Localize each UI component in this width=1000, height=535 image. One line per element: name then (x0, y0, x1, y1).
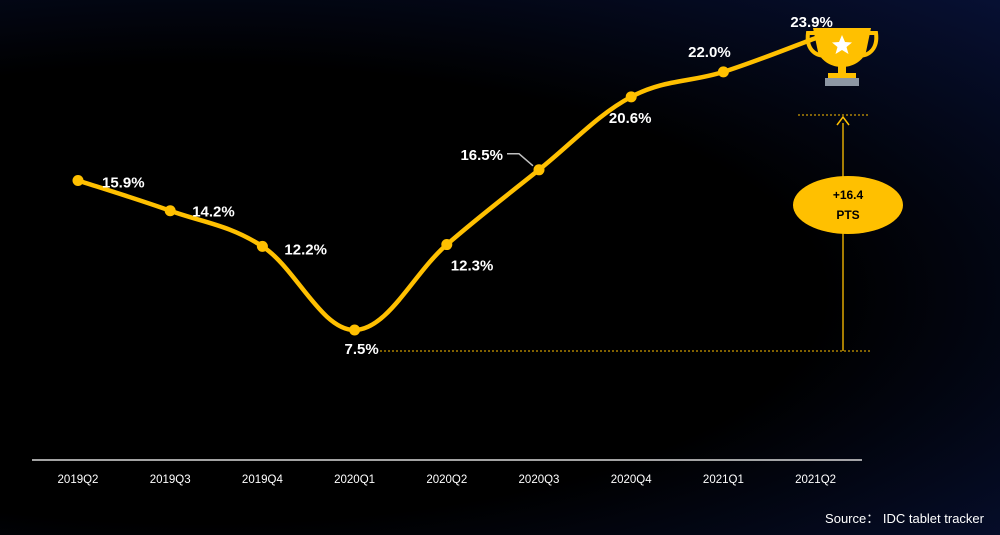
data-point-2020Q4 (625, 91, 637, 103)
data-label-2019Q2: 15.9% (102, 174, 145, 191)
trophy-star (832, 35, 852, 54)
trophy-plinth (825, 78, 859, 86)
data-label-2021Q1: 22.0% (688, 44, 731, 61)
data-label-2020Q3: 16.5% (460, 147, 503, 164)
delta-badge-unit: PTS (836, 208, 859, 222)
data-point-2019Q4 (256, 240, 268, 252)
labels-layer: 15.9% 14.2% 12.2% 7.5% 12.3% 16.5% 20.6% 22.0% 2… (102, 14, 833, 358)
annotation-layer: +16.4 PTS (380, 114, 903, 352)
delta-badge (793, 176, 903, 234)
trophy-stem (838, 66, 846, 74)
source-note: Source： IDC tablet tracker (825, 511, 984, 526)
x-tick-label-2021Q1: 2021Q1 (703, 474, 744, 486)
data-point-2019Q2 (72, 174, 84, 186)
x-tick-label-2020Q1: 2020Q1 (334, 474, 375, 486)
x-tick-label-2020Q2: 2020Q2 (426, 474, 467, 486)
series-line (75, 35, 818, 333)
label-leader-line (507, 153, 534, 167)
data-point-2020Q3 (533, 164, 545, 176)
x-tick-label-2021Q2: 2021Q2 (795, 474, 836, 486)
trophy-base (828, 73, 856, 78)
data-label-2020Q2: 12.3% (451, 258, 494, 275)
points-layer (72, 66, 729, 336)
data-point-2020Q1 (349, 324, 361, 336)
x-tick-labels: 2019Q2 2019Q3 2019Q4 2020Q1 2020Q2 2020Q3 2020… (58, 474, 837, 486)
x-tick-label-2020Q4: 2020Q4 (611, 474, 653, 486)
data-label-2020Q4: 20.6% (609, 110, 652, 127)
trophy-icon (805, 28, 879, 86)
delta-arrow-head (836, 115, 850, 126)
data-point-2019Q3 (164, 205, 176, 217)
data-label-2020Q1: 7.5% (344, 341, 378, 358)
data-label-2019Q3: 14.2% (192, 204, 235, 221)
x-tick-label-2020Q3: 2020Q3 (519, 474, 560, 486)
data-point-2021Q1 (717, 66, 729, 78)
data-label-2021Q2: 23.9% (790, 14, 833, 31)
delta-badge-value: +16.4 (833, 188, 864, 202)
data-label-2019Q4: 12.2% (284, 241, 327, 258)
x-tick-label-2019Q4: 2019Q4 (242, 474, 284, 486)
x-tick-label-2019Q2: 2019Q2 (58, 474, 99, 486)
x-tick-label-2019Q3: 2019Q3 (150, 474, 191, 486)
data-point-2020Q2 (441, 239, 453, 251)
